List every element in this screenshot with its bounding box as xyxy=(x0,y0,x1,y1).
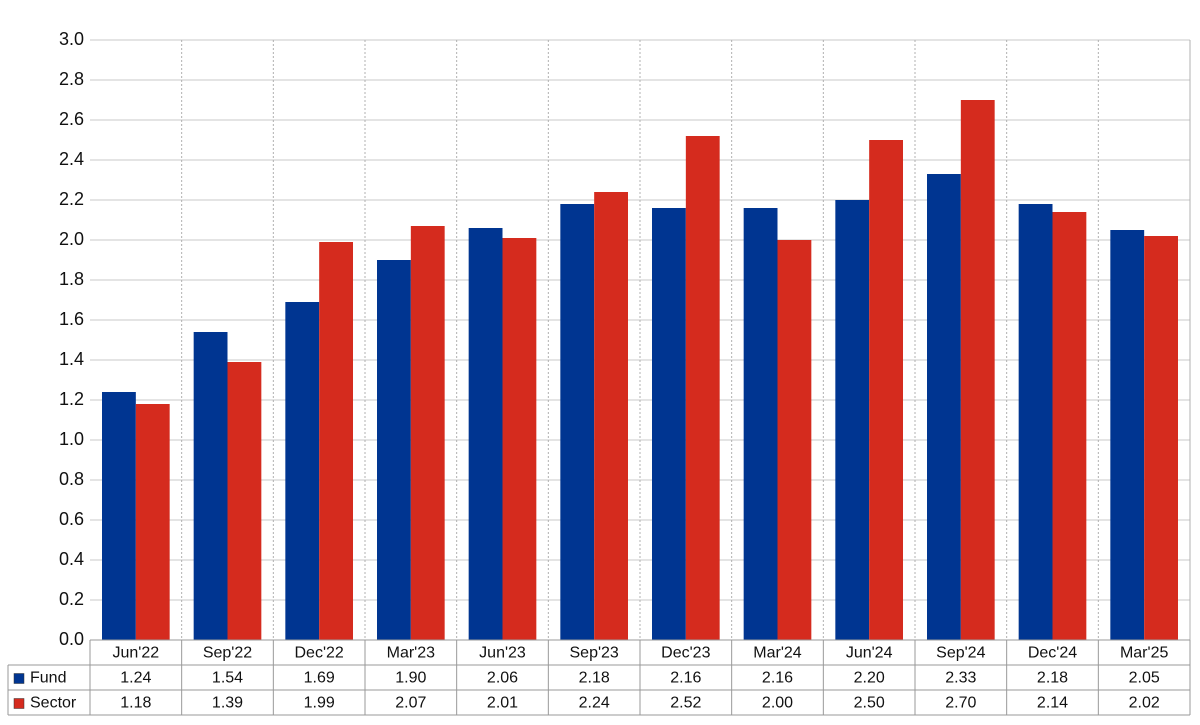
bar xyxy=(227,362,262,640)
table-value: 2.33 xyxy=(945,670,976,687)
y-tick-label: 2.6 xyxy=(59,109,84,129)
table-value: 1.39 xyxy=(212,695,243,712)
x-tick-label: Dec'24 xyxy=(1028,645,1077,662)
bar xyxy=(135,404,170,640)
table-value: 2.00 xyxy=(762,695,793,712)
legend-label: Fund xyxy=(30,670,66,687)
bar xyxy=(502,238,537,640)
bar xyxy=(560,204,595,640)
x-tick-label: Jun'24 xyxy=(846,645,893,662)
x-tick-label: Mar'24 xyxy=(753,645,802,662)
bar xyxy=(193,332,228,640)
x-tick-label: Sep'22 xyxy=(203,645,252,662)
table-value: 2.16 xyxy=(670,670,701,687)
x-tick-label: Sep'24 xyxy=(936,645,985,662)
x-tick-label: Sep'23 xyxy=(570,645,619,662)
y-tick-label: 1.8 xyxy=(59,269,84,289)
bar xyxy=(869,140,903,640)
table-value: 2.16 xyxy=(762,670,793,687)
x-tick-label: Mar'23 xyxy=(387,645,436,662)
legend-swatch xyxy=(13,673,25,684)
table-value: 2.06 xyxy=(487,670,518,687)
bar xyxy=(102,392,136,640)
x-tick-label: Jun'22 xyxy=(113,645,160,662)
y-tick-label: 0.0 xyxy=(59,629,84,649)
table-value: 2.50 xyxy=(854,695,885,712)
bar xyxy=(410,226,445,640)
x-tick-label: Dec'23 xyxy=(661,645,710,662)
table-value: 2.52 xyxy=(670,695,701,712)
legend-label: Sector xyxy=(30,695,77,712)
y-tick-label: 0.2 xyxy=(59,589,84,609)
bar xyxy=(743,208,778,640)
bar xyxy=(594,192,628,640)
x-tick-label: Mar'25 xyxy=(1120,645,1169,662)
x-tick-label: Dec'22 xyxy=(295,645,344,662)
y-tick-label: 2.8 xyxy=(59,69,84,89)
table-value: 2.18 xyxy=(579,670,610,687)
x-tick-label: Jun'23 xyxy=(479,645,526,662)
bar xyxy=(319,242,353,640)
y-tick-label: 2.4 xyxy=(59,149,84,169)
bar xyxy=(1052,212,1087,640)
y-tick-label: 0.8 xyxy=(59,469,84,489)
bar xyxy=(1144,236,1178,640)
y-tick-label: 1.2 xyxy=(59,389,84,409)
bar xyxy=(960,100,995,640)
bar xyxy=(1110,230,1145,640)
bar xyxy=(777,240,812,640)
y-tick-label: 2.0 xyxy=(59,229,84,249)
table-value: 2.70 xyxy=(945,695,976,712)
table-value: 1.54 xyxy=(212,670,243,687)
table-value: 2.05 xyxy=(1129,670,1160,687)
table-value: 2.20 xyxy=(854,670,885,687)
table-value: 2.07 xyxy=(395,695,426,712)
bar xyxy=(468,228,503,640)
bar xyxy=(1018,204,1053,640)
table-value: 2.14 xyxy=(1037,695,1068,712)
table-value: 2.02 xyxy=(1129,695,1160,712)
bar xyxy=(285,302,320,640)
y-tick-label: 1.4 xyxy=(59,349,84,369)
bar xyxy=(377,260,411,640)
table-value: 1.24 xyxy=(120,670,151,687)
table-value: 1.18 xyxy=(120,695,151,712)
table-value: 2.01 xyxy=(487,695,518,712)
table-value: 1.99 xyxy=(304,695,335,712)
table-value: 2.18 xyxy=(1037,670,1068,687)
bar xyxy=(927,174,961,640)
y-tick-label: 2.2 xyxy=(59,189,84,209)
y-tick-label: 0.6 xyxy=(59,509,84,529)
y-tick-label: 1.0 xyxy=(59,429,84,449)
bar xyxy=(652,208,686,640)
table-value: 1.69 xyxy=(304,670,335,687)
y-tick-label: 0.4 xyxy=(59,549,84,569)
y-tick-label: 1.6 xyxy=(59,309,84,329)
legend-swatch xyxy=(13,698,25,709)
bar xyxy=(685,136,720,640)
table-value: 1.90 xyxy=(395,670,426,687)
y-tick-label: 3.0 xyxy=(59,29,84,49)
table-value: 2.24 xyxy=(579,695,610,712)
bar xyxy=(835,200,870,640)
